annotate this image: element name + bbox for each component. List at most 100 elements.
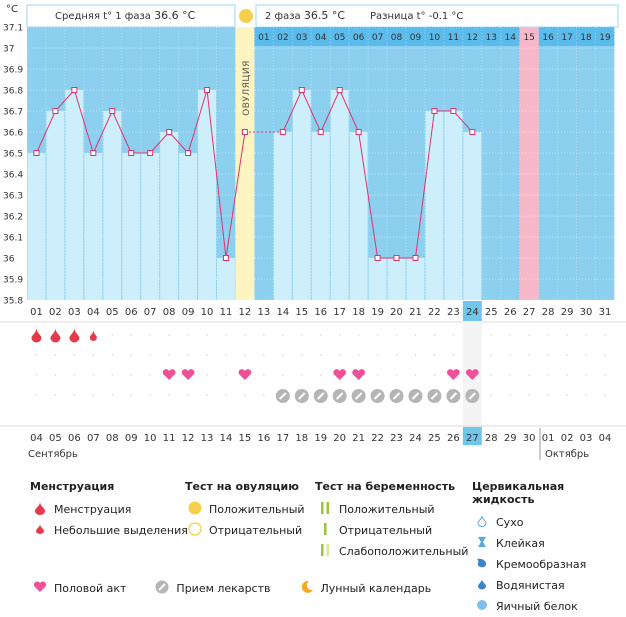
cycle-day-label: 05	[106, 307, 119, 318]
y-tick-label: 36.4	[3, 171, 23, 181]
pill-stripe	[354, 392, 363, 400]
grid-dot	[92, 354, 95, 356]
phase-day-label: 06	[353, 33, 365, 43]
y-tick-label: 36.8	[3, 87, 23, 97]
grid-dot	[395, 334, 398, 336]
calendar-date-label: 19	[314, 433, 327, 444]
grid-dot	[130, 394, 132, 396]
grid-dot	[509, 374, 511, 376]
legend-cervical: Цервикальная жидкость Сухо Клейкая Кремо…	[472, 480, 626, 617]
grid-dot	[35, 354, 38, 356]
grid-dot	[187, 354, 189, 356]
calendar-date-label: 28	[485, 433, 498, 444]
sticky-icon	[472, 536, 492, 551]
legend-bottom: Половой акт Прием лекарств Лунный календ…	[30, 578, 431, 599]
phase-day-label: 08	[391, 33, 403, 43]
calendar-date-label: 09	[125, 433, 138, 444]
legend-item: Менструация	[54, 503, 132, 516]
grid-dot	[168, 354, 170, 356]
cycle-day-label: 31	[599, 307, 612, 318]
legend-item: Лунный календарь	[320, 582, 432, 595]
grid-dot	[130, 374, 132, 376]
temp-bar	[349, 132, 368, 300]
heart-icon	[447, 369, 460, 380]
sun-filled-icon	[185, 501, 205, 518]
grid-dot	[547, 374, 549, 376]
heart-icon	[162, 369, 176, 380]
grid-dot	[111, 354, 113, 356]
grid-dot	[338, 354, 341, 356]
phase-day-label: 07	[372, 33, 383, 43]
phase-day-label: 02	[277, 33, 288, 43]
temp-point	[412, 255, 419, 261]
grid-dot	[244, 334, 246, 336]
temp-bar	[273, 132, 292, 300]
pill-stripe	[430, 392, 439, 400]
legend-item: Прием лекарств	[176, 582, 271, 595]
cycle-day-label: 27	[523, 307, 536, 318]
phase1-value: 36.6 °C	[154, 9, 195, 22]
grid-dot	[414, 354, 417, 356]
diff-value: -0.1 °C	[429, 11, 464, 22]
grid-dot	[528, 334, 530, 336]
temp-point	[355, 129, 362, 135]
grid-dot	[509, 354, 511, 356]
legend-pregnancy-test: Тест на беременность Положительный Отриц…	[315, 480, 468, 562]
calendar-date-label: 23	[390, 433, 403, 444]
legend-item: Кремообразная	[496, 558, 587, 571]
cycle-day-label: 01	[30, 307, 43, 318]
grid-dot	[585, 334, 587, 336]
heart-icon	[238, 369, 252, 380]
temp-bar	[330, 90, 349, 300]
temp-point	[393, 255, 400, 261]
cycle-day-label: 21	[409, 307, 422, 318]
cycle-day-label: 24	[466, 307, 479, 318]
y-tick-label: 37	[3, 45, 14, 55]
legend-item: Водянистая	[496, 579, 565, 592]
y-unit-label: °C	[6, 4, 18, 15]
y-tick-label: 36.7	[3, 108, 23, 118]
temp-point	[185, 150, 192, 156]
calendar-date-label: 08	[106, 433, 119, 444]
grid-dot	[35, 374, 38, 376]
calendar-date-label: 01	[542, 433, 555, 444]
y-tick-label: 36.9	[3, 66, 23, 76]
calendar-date-label: 15	[239, 433, 252, 444]
calendar-date-label: 25	[428, 433, 441, 444]
temp-bar	[160, 132, 179, 300]
grid-dot	[452, 354, 455, 356]
legend-menstruation: Менструация Менструация Небольшие выделе…	[30, 480, 188, 541]
cycle-day-label: 09	[182, 307, 195, 318]
phase1-label: Средняя t° 1 фаза	[55, 11, 151, 22]
grid-dot	[73, 374, 76, 376]
phase-day-label: 15	[523, 33, 534, 43]
cycle-day-label: 10	[201, 307, 214, 318]
legend-item: Слабоположительный	[339, 545, 469, 558]
grid-dot	[282, 374, 284, 376]
temp-point	[336, 87, 343, 93]
svg-text:2 фаза 36.5 °C: 2 фаза 36.5 °C	[265, 9, 345, 22]
heart-icon	[30, 581, 50, 596]
small-drop-icon	[89, 330, 97, 341]
pill-stripe	[449, 392, 458, 400]
grid-dot	[566, 334, 568, 336]
pill-stripe	[373, 392, 382, 400]
y-tick-label: 36.5	[3, 150, 23, 160]
temp-bar	[217, 258, 235, 300]
grid-dot	[301, 334, 303, 336]
calendar-date-label: 11	[163, 433, 176, 444]
phase-day-label: 19	[599, 33, 611, 43]
calendar-date-label: 07	[87, 433, 100, 444]
phase-day-label: 12	[467, 33, 478, 43]
grid-dot	[263, 394, 265, 396]
temp-bar	[198, 90, 216, 300]
grid-dot	[320, 374, 322, 376]
phase2-label: 2 фаза	[265, 11, 301, 22]
grid-dot	[149, 354, 151, 356]
calendar-date-label: 17	[276, 433, 289, 444]
temp-point	[241, 129, 248, 135]
calendar-date-label: 05	[49, 433, 62, 444]
temp-bar	[122, 153, 141, 300]
temp-bar	[65, 90, 84, 300]
cycle-day-label: 26	[504, 307, 517, 318]
